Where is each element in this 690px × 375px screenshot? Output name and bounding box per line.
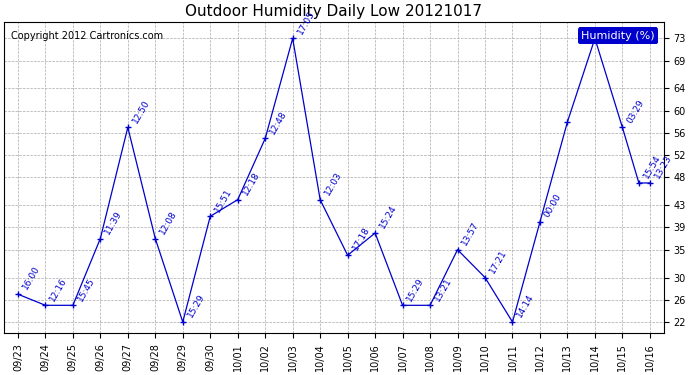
Text: 17:21: 17:21 xyxy=(488,248,509,275)
Text: Copyright 2012 Cartronics.com: Copyright 2012 Cartronics.com xyxy=(11,31,163,41)
Text: 14:14: 14:14 xyxy=(515,292,536,319)
Text: 11:39: 11:39 xyxy=(103,209,124,236)
Text: 13:23: 13:23 xyxy=(653,153,673,180)
Title: Outdoor Humidity Daily Low 20121017: Outdoor Humidity Daily Low 20121017 xyxy=(186,4,482,19)
Text: 15:24: 15:24 xyxy=(378,204,399,230)
Text: 13:21: 13:21 xyxy=(433,276,453,303)
Text: 15:51: 15:51 xyxy=(213,187,234,213)
Text: 00:00: 00:00 xyxy=(543,192,564,219)
Text: 15:29: 15:29 xyxy=(186,292,206,319)
Text: 03:29: 03:29 xyxy=(625,98,646,124)
Legend: Humidity (%): Humidity (%) xyxy=(578,27,658,44)
Text: 12:18: 12:18 xyxy=(241,170,262,197)
Text: 12:16: 12:16 xyxy=(48,276,69,303)
Text: 12:50: 12:50 xyxy=(130,98,151,124)
Text: 12:48: 12:48 xyxy=(268,109,288,136)
Text: 13:57: 13:57 xyxy=(460,220,481,247)
Text: 15:29: 15:29 xyxy=(405,276,426,303)
Text: 12:03: 12:03 xyxy=(323,170,344,197)
Text: 15:54: 15:54 xyxy=(642,153,662,180)
Text: 17:18: 17:18 xyxy=(351,226,371,252)
Text: 15:45: 15:45 xyxy=(76,276,97,303)
Text: 16:00: 16:00 xyxy=(21,264,41,291)
Text: 17:05: 17:05 xyxy=(295,9,316,36)
Text: 12:08: 12:08 xyxy=(158,209,179,236)
